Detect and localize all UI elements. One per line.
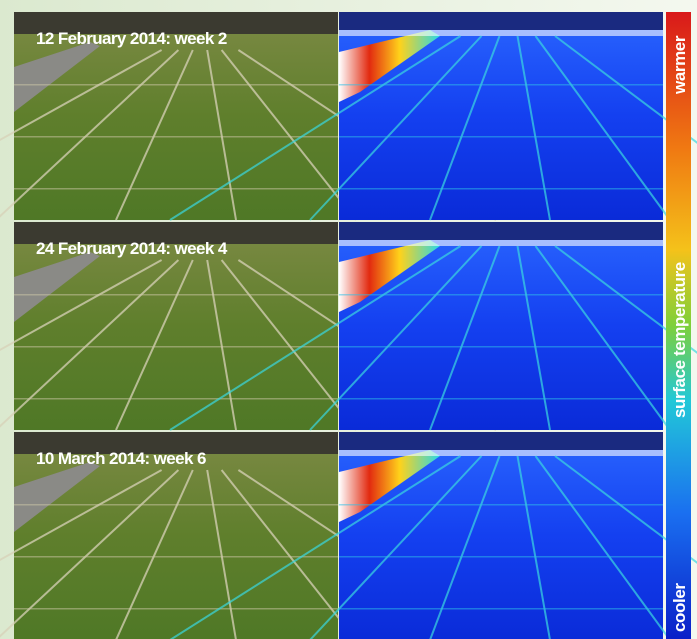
thermal-sky [339, 432, 663, 450]
cooler-label: cooler [670, 583, 689, 632]
thermal-sky [339, 12, 663, 30]
figure: 12 February 2014: week 2 24 February 2014… [0, 0, 697, 639]
thermal-strip [339, 30, 663, 36]
panels: 12 February 2014: week 2 24 February 2014… [0, 12, 697, 639]
panel-label: 12 February 2014: week 2 [36, 29, 227, 48]
warmer-label: warmer [670, 35, 689, 95]
panel-label: 10 March 2014: week 6 [36, 449, 206, 468]
panel-label: 24 February 2014: week 4 [36, 239, 228, 258]
thermal-sky [339, 222, 663, 240]
thermal-strip [339, 240, 663, 246]
thermal-strip [339, 450, 663, 456]
colorbar-title: surface temperature [670, 262, 689, 418]
